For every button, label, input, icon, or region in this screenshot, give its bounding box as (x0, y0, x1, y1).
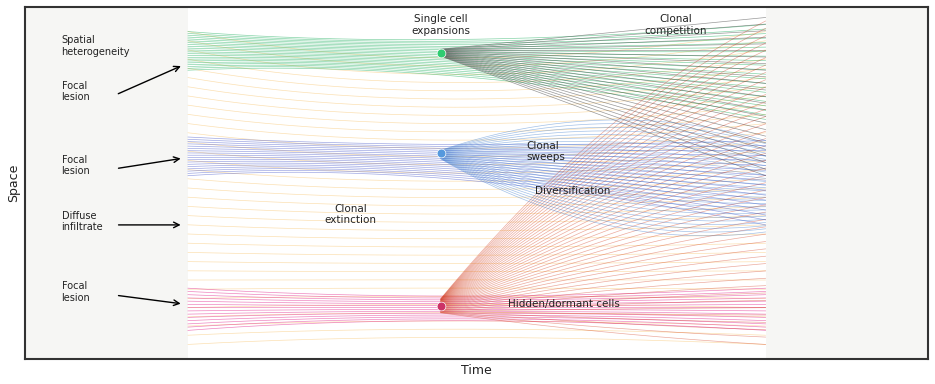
Text: Focal
lesion: Focal lesion (62, 281, 91, 303)
Text: Spatial
heterogeneity: Spatial heterogeneity (62, 35, 130, 57)
Text: Hidden/dormant cells: Hidden/dormant cells (509, 299, 620, 309)
Point (433, 50, 448, 56)
Text: Diversification: Diversification (536, 186, 611, 196)
Text: Single cell
expansions: Single cell expansions (411, 14, 470, 36)
Y-axis label: Space: Space (7, 164, 20, 202)
Text: Focal
lesion: Focal lesion (62, 81, 91, 103)
X-axis label: Time: Time (461, 364, 492, 377)
Bar (766, 7, 928, 359)
Point (433, 150, 448, 156)
Bar (25, 7, 188, 359)
Text: Focal
lesion: Focal lesion (62, 155, 91, 176)
Point (433, 303, 448, 309)
Text: Clonal
competition: Clonal competition (644, 14, 707, 36)
Text: Diffuse
infiltrate: Diffuse infiltrate (62, 211, 103, 232)
Text: Clonal
extinction: Clonal extinction (324, 204, 377, 225)
Text: Clonal
sweeps: Clonal sweeps (526, 141, 566, 162)
